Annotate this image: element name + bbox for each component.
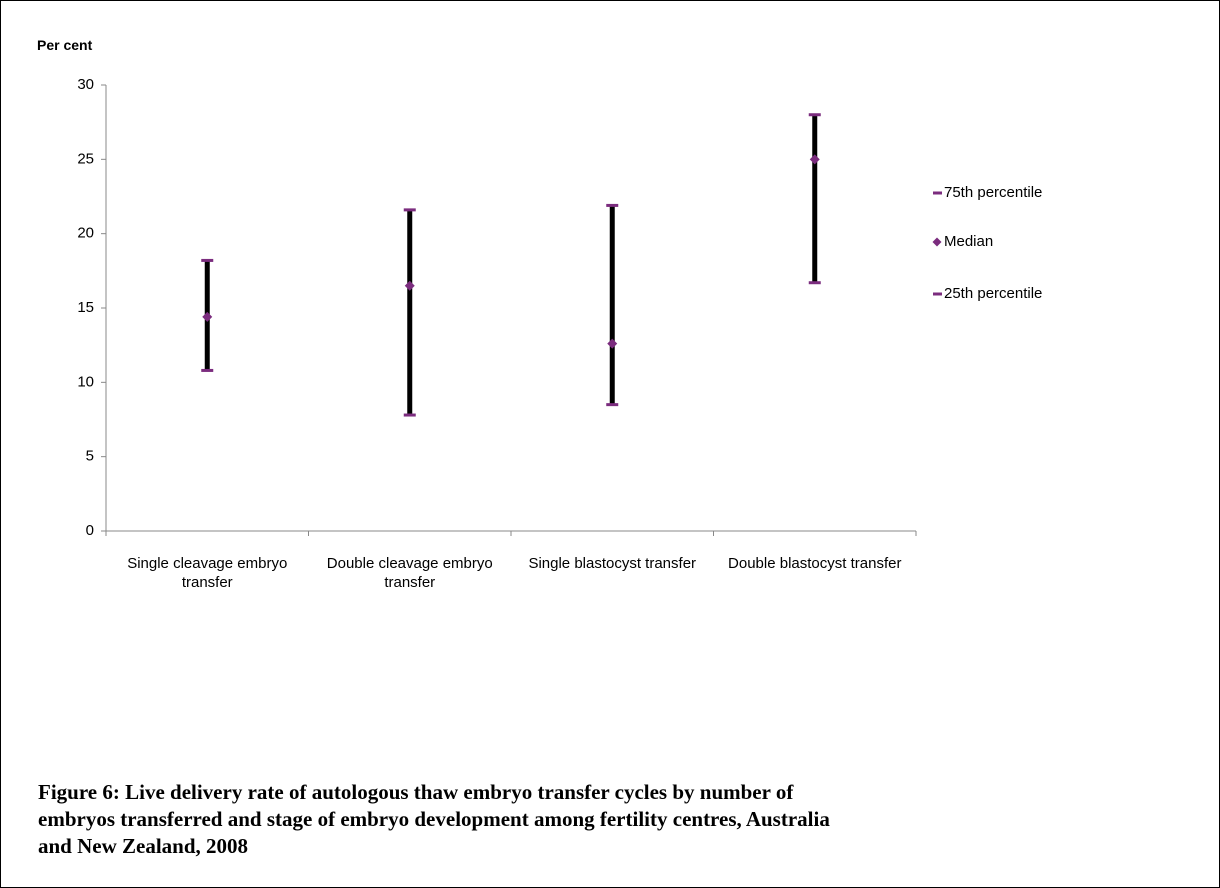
x-tick-label: Single cleavage embryo transfer (127, 555, 288, 591)
x-tick-label: Single blastocyst transfer (528, 555, 697, 572)
y-tick-label: 5 (86, 448, 94, 465)
y-axis-label: Per cent (37, 37, 93, 53)
median-marker (809, 154, 820, 165)
legend-label: 75th percentile (944, 184, 1042, 201)
y-tick-label: 25 (77, 150, 94, 167)
legend-label: Median (944, 233, 993, 250)
y-tick-label: 10 (77, 373, 94, 390)
median-marker (404, 280, 415, 291)
y-tick-label: 30 (77, 76, 94, 93)
x-tick-label: Double cleavage embryo transfer (326, 555, 493, 591)
legend-symbol (932, 237, 942, 247)
y-tick-label: 15 (77, 299, 94, 316)
legend-label: 25th percentile (944, 285, 1042, 302)
median-marker (607, 338, 618, 349)
y-tick-label: 0 (86, 522, 94, 539)
median-marker (202, 311, 213, 322)
x-tick-label: Double blastocyst transfer (728, 555, 902, 572)
caption: Figure 6: Live delivery rate of autologo… (38, 780, 830, 858)
y-tick-label: 20 (77, 225, 94, 242)
